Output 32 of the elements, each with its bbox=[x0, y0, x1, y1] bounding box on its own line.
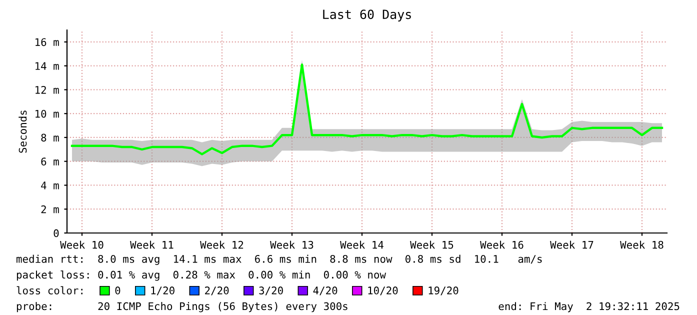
y-tick-label: 0 bbox=[54, 229, 59, 238]
text: packet loss: 0.01 % avg 0.28 % max 0.00 % min 0.00 % now bbox=[16, 270, 386, 281]
y-tick-label: 4 m bbox=[41, 182, 59, 190]
legend-label: 4/20 bbox=[313, 286, 338, 296]
y-tick-label: 8 m bbox=[41, 134, 59, 142]
legend-label: 2/20 bbox=[205, 286, 229, 296]
legend-label: 3/20 bbox=[259, 286, 283, 296]
y-tick-label: 16 m bbox=[36, 38, 59, 46]
x-tick-label: Week 18 bbox=[620, 240, 664, 249]
x-tick-label: Week 10 bbox=[60, 240, 104, 249]
x-tick-label: Week 12 bbox=[200, 240, 244, 249]
text: probe: 20 ICMP Echo Pings (56 Bytes) every 300s bbox=[16, 302, 348, 312]
y-axis-title: Seconds bbox=[18, 110, 27, 153]
legend-label: 0 bbox=[115, 286, 120, 294]
y-tick-label: 14 m bbox=[36, 62, 59, 70]
text: end: Fri May 2 19:32:11 2025 bbox=[498, 302, 680, 312]
text: median rtt: 8.0 ms avg 14.1 ms max 6.6 ms min 8.8 ms now 0.8 ms sd 10.1 am/s bbox=[16, 254, 542, 265]
legend-title: loss color: bbox=[16, 286, 82, 294]
x-tick-label: Week 14 bbox=[340, 240, 384, 249]
x-tick-label: Week 17 bbox=[550, 240, 594, 249]
x-tick-label: Week 11 bbox=[130, 240, 174, 249]
y-tick-label: 10 m bbox=[36, 110, 59, 118]
legend-label: 1/20 bbox=[151, 286, 174, 296]
x-tick-label: Week 15 bbox=[410, 240, 454, 249]
x-tick-label: Week 16 bbox=[480, 240, 524, 249]
legend-label: 19/20 bbox=[428, 286, 458, 296]
y-tick-label: 12 m bbox=[36, 86, 59, 94]
y-tick-label: 2 m bbox=[41, 205, 59, 214]
chart-title: Last 60 Days bbox=[323, 10, 411, 22]
x-tick-label: Week 13 bbox=[270, 240, 314, 249]
y-tick-label: 6 m bbox=[41, 158, 59, 166]
legend-label: 10/20 bbox=[368, 286, 398, 296]
